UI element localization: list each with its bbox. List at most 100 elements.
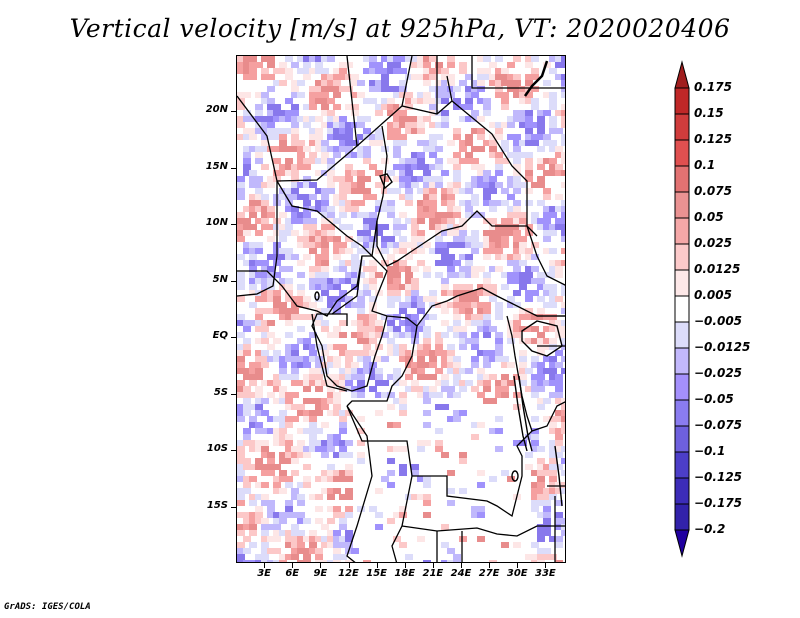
field-cell — [513, 116, 521, 122]
field-cell — [375, 182, 383, 188]
field-cell — [333, 434, 341, 440]
field-cell — [537, 134, 545, 140]
field-cell — [255, 356, 263, 362]
field-cell — [387, 272, 395, 278]
field-cell — [393, 512, 401, 518]
field-cell — [501, 254, 509, 260]
field-cell — [297, 158, 305, 164]
field-cell — [453, 134, 461, 140]
x-tick-mark — [292, 563, 294, 568]
field-cell — [339, 542, 347, 548]
field-cell — [423, 146, 431, 152]
field-cell — [399, 446, 407, 452]
field-cell — [405, 188, 413, 194]
field-cell — [255, 104, 263, 110]
field-cell — [327, 206, 335, 212]
field-cell — [303, 158, 311, 164]
field-cell — [249, 284, 257, 290]
field-cell — [555, 536, 563, 542]
field-cell — [279, 554, 287, 560]
field-cell — [531, 362, 539, 368]
colorbar-box — [674, 269, 690, 297]
field-cell — [327, 80, 335, 86]
field-cell — [237, 548, 245, 554]
field-cell — [555, 164, 563, 170]
field-cell — [507, 152, 515, 158]
field-cell — [483, 68, 491, 74]
x-tick-mark — [461, 563, 462, 568]
field-cell — [513, 374, 521, 380]
field-cell — [375, 392, 383, 398]
field-cell — [243, 482, 251, 488]
field-cell — [309, 266, 317, 272]
field-cell — [315, 206, 323, 212]
field-cell — [447, 140, 455, 146]
field-cell — [501, 542, 509, 548]
field-cell — [453, 212, 461, 218]
field-cell — [321, 350, 329, 356]
field-cell — [405, 272, 413, 278]
field-cell — [339, 440, 347, 446]
field-cell — [477, 512, 485, 518]
colorbar-box — [674, 243, 690, 271]
field-cell — [507, 62, 515, 68]
field-cell — [267, 290, 275, 296]
field-cell — [423, 314, 431, 320]
field-cell — [375, 512, 383, 518]
field-cell — [339, 176, 347, 182]
field-cell — [369, 260, 377, 266]
lake-malawi-shore — [554, 445, 563, 507]
field-cell — [393, 188, 401, 194]
field-cell — [447, 56, 455, 62]
field-cell — [537, 470, 545, 476]
field-cell — [261, 464, 269, 470]
field-cell — [333, 488, 341, 494]
field-cell — [561, 356, 565, 362]
field-cell — [375, 200, 383, 206]
field-cell — [321, 104, 329, 110]
field-cell — [387, 302, 395, 308]
field-cell — [303, 236, 311, 242]
field-cell — [387, 290, 395, 296]
field-cell — [531, 440, 539, 446]
field-cell — [237, 320, 245, 326]
field-cell — [273, 434, 281, 440]
field-cell — [309, 206, 317, 212]
field-cell — [555, 110, 563, 116]
field-cell — [327, 170, 335, 176]
field-cell — [327, 278, 335, 284]
field-cell — [261, 74, 269, 80]
field-cell — [501, 80, 509, 86]
field-cell — [369, 368, 377, 374]
field-cell — [555, 560, 563, 562]
field-cell — [297, 56, 305, 62]
field-cell — [525, 314, 533, 320]
field-cell — [249, 416, 257, 422]
field-cell — [345, 134, 353, 140]
field-cell — [441, 332, 449, 338]
field-cell — [321, 254, 329, 260]
field-cell — [393, 110, 401, 116]
field-cell — [303, 182, 311, 188]
field-cell — [351, 350, 359, 356]
field-cell — [249, 146, 257, 152]
field-cell — [507, 86, 515, 92]
field-cell — [243, 206, 251, 212]
field-cell — [555, 440, 563, 446]
field-cell — [291, 80, 299, 86]
field-cell — [315, 368, 323, 374]
field-cell — [267, 428, 275, 434]
field-cell — [237, 416, 245, 422]
field-cell — [249, 176, 257, 182]
field-cell — [549, 428, 557, 434]
field-cell — [339, 182, 347, 188]
field-cell — [237, 392, 245, 398]
field-cell — [411, 326, 419, 332]
field-cell — [309, 68, 317, 74]
field-cell — [417, 152, 425, 158]
field-cell — [345, 260, 353, 266]
field-cell — [387, 350, 395, 356]
field-cell — [405, 284, 413, 290]
field-cell — [321, 218, 329, 224]
field-cell — [483, 314, 491, 320]
